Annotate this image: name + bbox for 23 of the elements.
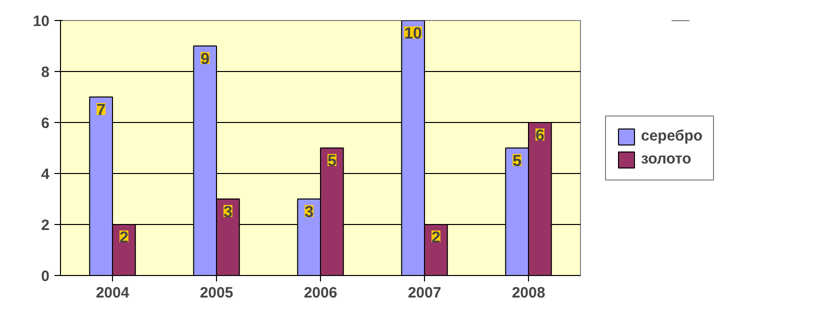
y-tick-label: 4 xyxy=(41,166,50,183)
data-label: 6 xyxy=(535,128,544,144)
data-label: 5 xyxy=(512,153,522,170)
y-tick-label: 0 xyxy=(41,268,50,285)
data-label: 3 xyxy=(223,204,232,221)
data-label: 7 xyxy=(96,102,106,119)
y-tick-label: 10 xyxy=(32,13,50,30)
data-label: 3 xyxy=(304,204,314,221)
x-tick-label: 2008 xyxy=(512,284,546,302)
data-label: 2 xyxy=(431,230,440,246)
x-tick-label: 2006 xyxy=(304,284,338,302)
y-tick-label: 8 xyxy=(41,64,50,81)
legend-label: серебро xyxy=(641,128,703,144)
x-tick-label: 2004 xyxy=(96,284,130,302)
data-label: 9 xyxy=(200,51,210,68)
data-label: 2 xyxy=(119,230,128,246)
x-tick-label: 2005 xyxy=(200,284,234,302)
data-label: 5 xyxy=(327,153,336,170)
y-tick-label: 6 xyxy=(41,115,50,132)
x-tick-label: 2007 xyxy=(408,284,442,302)
data-label: 10 xyxy=(404,26,422,42)
legend-label: золото xyxy=(641,150,692,168)
y-tick-label: 2 xyxy=(41,217,50,234)
